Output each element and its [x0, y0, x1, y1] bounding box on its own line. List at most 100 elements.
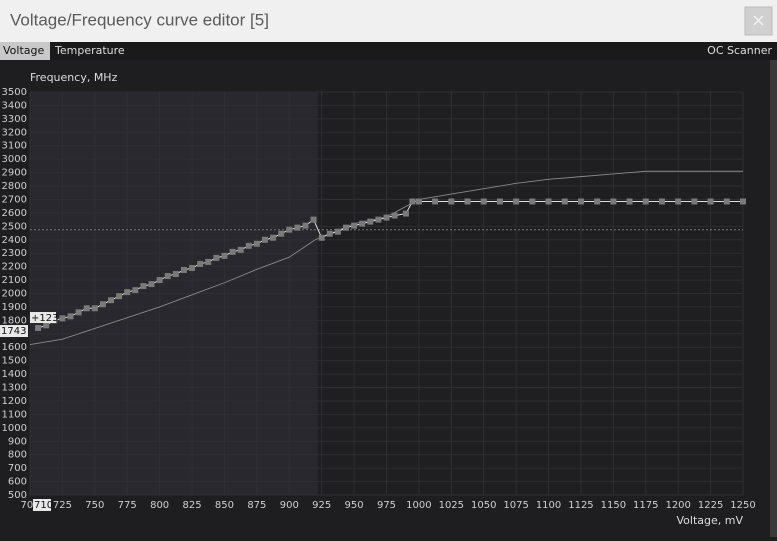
x-axis-label: Voltage, mV — [677, 514, 744, 527]
curve-point — [561, 198, 568, 205]
curve-point — [270, 234, 277, 241]
x-tick-label: 800 — [150, 500, 169, 511]
curve-point — [464, 198, 471, 205]
tab-temperature[interactable]: Temperature — [54, 44, 125, 57]
close-icon — [753, 15, 764, 26]
x-tick-label: 1225 — [698, 500, 723, 511]
y-tick-label: 1300 — [2, 383, 27, 394]
curve-point — [156, 277, 163, 284]
curve-point — [496, 198, 503, 205]
curve-point — [197, 260, 204, 267]
curve-point — [342, 224, 349, 231]
curve-point — [480, 198, 487, 205]
x-tick-label: 1075 — [503, 500, 528, 511]
x-tick-label: 775 — [118, 500, 137, 511]
x-tick-label: 700 — [20, 500, 39, 511]
curve-point — [383, 214, 390, 221]
tab-voltage[interactable]: Voltage — [3, 44, 44, 57]
curve-point — [402, 210, 409, 217]
curve-point — [237, 246, 244, 253]
x-tick-label: 1200 — [665, 500, 690, 511]
curve-point — [529, 198, 536, 205]
x-tick-label: 750 — [85, 500, 104, 511]
curve-point — [91, 305, 98, 312]
x-tick-label: 1175 — [633, 500, 658, 511]
curve-point — [35, 325, 42, 332]
scrollbar[interactable] — [770, 60, 777, 537]
curve-point — [278, 230, 285, 237]
curve-point — [310, 216, 317, 223]
y-tick-label: 2600 — [2, 208, 27, 219]
curve-point — [375, 216, 382, 223]
y-tick-label: 2200 — [2, 262, 27, 273]
curve-point — [132, 287, 139, 294]
y-tick-label: 800 — [8, 450, 27, 461]
curve-point — [391, 212, 398, 219]
plot: 500 600 700 800 900 1000 1100 1200 1300 1400 1500 1… — [0, 87, 756, 511]
curve-point — [432, 198, 439, 205]
y-tick-label: 2400 — [2, 235, 27, 246]
curve-point — [448, 198, 455, 205]
y-tick-label: 2100 — [2, 275, 27, 286]
curve-point — [415, 198, 422, 205]
curve-point — [245, 242, 252, 249]
point-label-bg — [0, 325, 28, 338]
y-tick-label: 3400 — [2, 100, 27, 111]
y-tick-label: 2900 — [2, 168, 27, 179]
y-tick-label: 2500 — [2, 221, 27, 232]
x-tick-label: 1050 — [471, 500, 496, 511]
cursor-label-bg — [33, 499, 51, 511]
oc-scanner[interactable]: OC Scanner — [707, 44, 772, 57]
curve-point — [75, 309, 82, 316]
y-tick-label: 1400 — [2, 369, 27, 380]
curve-point — [67, 313, 74, 320]
curve-point — [302, 222, 309, 229]
curve-point — [43, 322, 50, 329]
curve-point — [359, 220, 366, 227]
y-tick-label: 3100 — [2, 141, 27, 152]
x-tick-label: 875 — [247, 500, 266, 511]
curve-point — [164, 273, 171, 280]
x-tick-label: 1125 — [568, 500, 593, 511]
y-tick-label: 2300 — [2, 248, 27, 259]
curve-point — [83, 305, 90, 312]
close-button[interactable] — [744, 6, 773, 36]
y-tick-label: 2800 — [2, 181, 27, 192]
curve-point — [513, 198, 520, 205]
y-tick-label: 700 — [8, 463, 27, 474]
curve-point — [99, 301, 106, 308]
curve-point — [409, 198, 416, 205]
y-tick-label: 3000 — [2, 154, 27, 165]
y-tick-label: 1200 — [2, 396, 27, 407]
curve-point — [723, 198, 730, 205]
x-tick-label: 825 — [182, 500, 201, 511]
curve-point — [140, 283, 147, 290]
y-tick-label: 1500 — [2, 356, 27, 367]
curve-point — [229, 248, 236, 255]
y-tick-label: 3500 — [2, 87, 27, 98]
curve-point — [253, 240, 260, 247]
curve-point — [626, 198, 633, 205]
y-tick-label: 1000 — [2, 423, 27, 434]
y-tick-label: 2700 — [2, 194, 27, 205]
x-tick-label: 1150 — [601, 500, 626, 511]
curve-point — [594, 198, 601, 205]
curve-point — [334, 228, 341, 235]
curve-point — [642, 198, 649, 205]
x-tick-label: 1000 — [406, 500, 431, 511]
point-label: 1743 — [1, 326, 26, 337]
y-tick-label: 1900 — [2, 302, 27, 313]
curve-point — [318, 234, 325, 241]
curve-point — [351, 222, 358, 229]
curve-point — [180, 266, 187, 273]
curve-point — [124, 289, 131, 296]
curve-point — [148, 281, 155, 288]
y-tick-label: 600 — [8, 477, 27, 488]
cursor-label: 710 — [34, 500, 53, 511]
curve-point — [294, 224, 301, 231]
tab-selected[interactable] — [0, 42, 50, 60]
y-tick-label: 3300 — [2, 114, 27, 125]
curve-point — [610, 198, 617, 205]
